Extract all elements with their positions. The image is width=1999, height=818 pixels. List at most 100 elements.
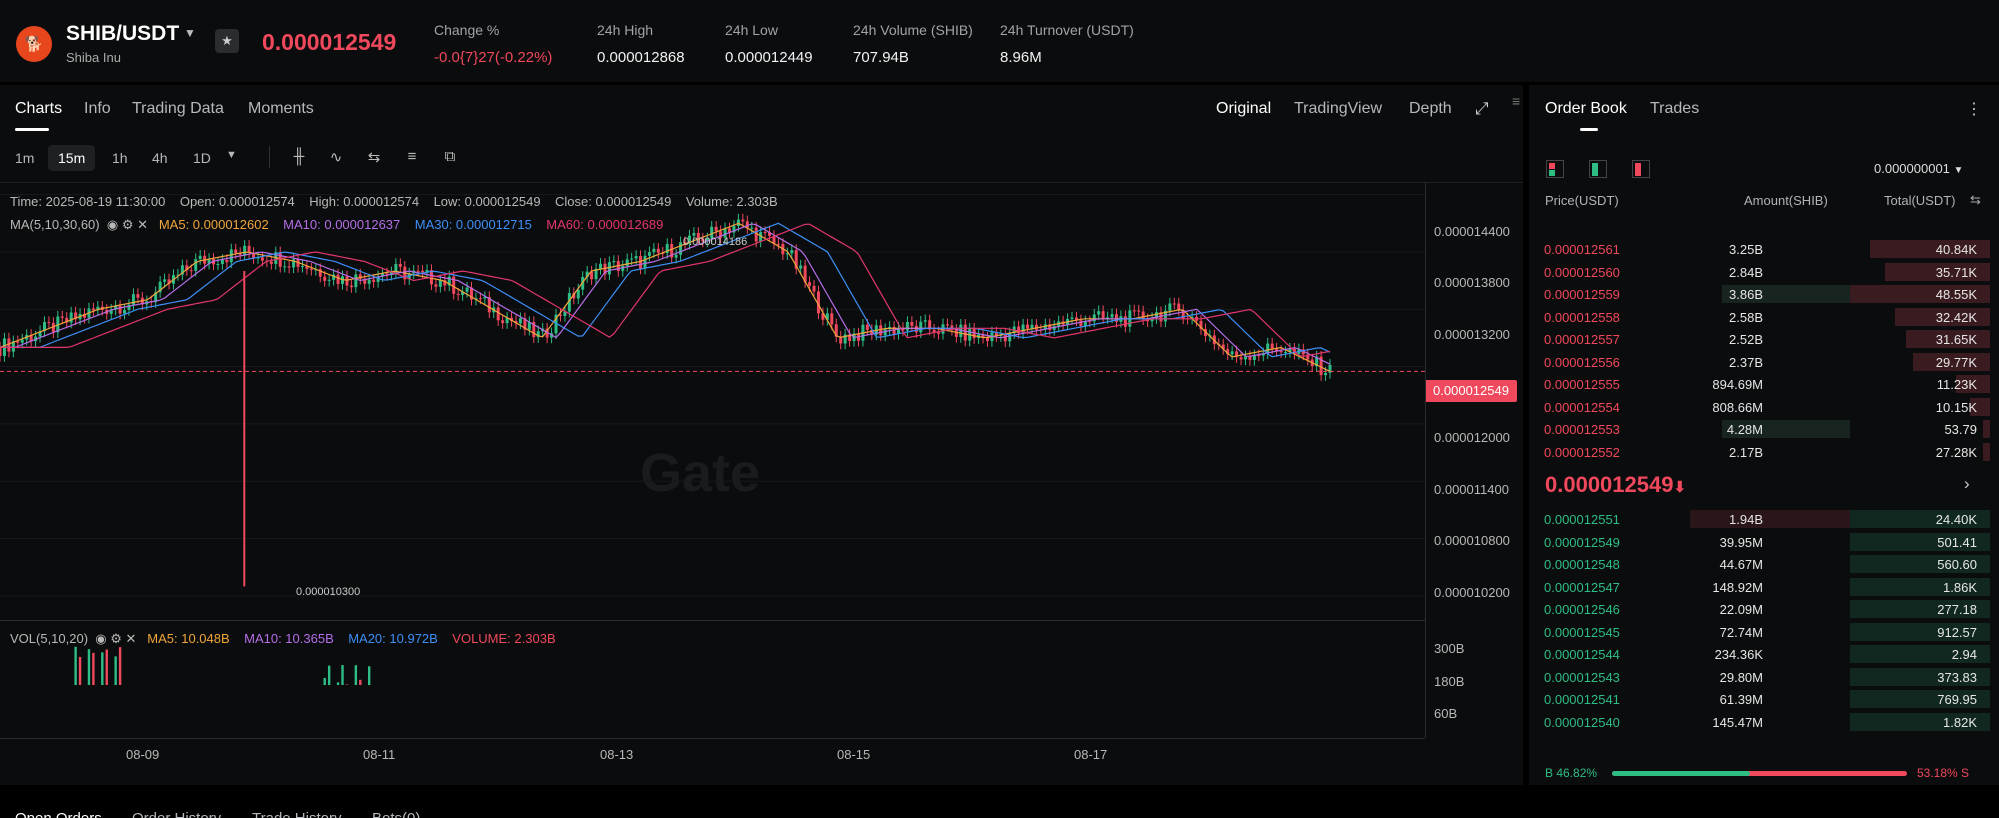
drawing-tool-icon[interactable]: ≡ [407,148,417,165]
depth-bar [1850,690,1990,708]
tab-order-history[interactable]: Order History [132,810,221,818]
candle-body [905,321,909,331]
close-icon[interactable]: ✕ [137,217,148,232]
candlestick-icon[interactable]: ╫ [293,148,305,165]
tab-open-orders[interactable]: Open Orders [15,810,102,818]
precision-select[interactable]: 0.000000001 ▼ [1874,161,1963,176]
price-chart[interactable] [0,185,1430,685]
candle-body [741,219,745,222]
interval-15m[interactable]: 15m [48,145,96,171]
star-icon[interactable]: ★ [215,29,239,53]
candle-body [29,334,33,342]
candle-body [381,273,385,277]
active-tab-indicator [1580,128,1598,131]
candle-body [812,285,816,292]
bid-price: 0.000012541 [1544,692,1620,707]
ask-row[interactable]: 0.000012555 894.69M 11.23K [1529,373,1990,395]
tab-trades[interactable]: Trades [1650,100,1700,117]
bid-row[interactable]: 0.000012543 29.80M 373.83 [1529,666,1990,688]
vol-tick: 60B [1434,706,1458,721]
bid-amount: 39.95M [1719,534,1763,550]
panel-handle-icon[interactable]: ≡ [1512,93,1521,109]
x-axis-line [0,738,1425,739]
candle-body [843,334,847,344]
eye-icon[interactable]: ◉ [106,217,119,232]
interval-dropdown-icon[interactable]: ▼ [226,149,237,161]
candle-body [914,325,918,333]
bid-price: 0.000012548 [1544,557,1620,572]
view-depth[interactable]: Depth [1409,100,1452,117]
tab-trading-data[interactable]: Trading Data [132,100,224,117]
vol-current: VOLUME: 2.303B [452,631,556,646]
bid-row[interactable]: 0.000012551 1.94B 24.40K [1529,508,1990,530]
ask-row[interactable]: 0.000012561 3.25B 40.84K [1529,238,1990,260]
ask-row[interactable]: 0.000012560 2.84B 35.71K [1529,261,1990,283]
tab-trade-history[interactable]: Trade History [252,810,341,818]
candle-body [963,324,967,341]
indicator-icon[interactable]: ∿ [329,149,343,166]
candle-body [999,334,1003,337]
bid-row[interactable]: 0.000012547 148.92M 1.86K [1529,576,1990,598]
bid-row[interactable]: 0.000012546 22.09M 277.18 [1529,598,1990,620]
candle-body [1070,317,1074,320]
candle-body [1324,372,1328,376]
bid-row[interactable]: 0.000012544 234.36K 2.94 [1529,643,1990,665]
interval-1h[interactable]: 1h [112,150,128,166]
candle-body [679,242,683,255]
candle-body [1230,351,1234,355]
view-bids-icon[interactable] [1589,160,1607,178]
tab-charts[interactable]: Charts [15,100,63,117]
settings-icon[interactable]: ⚙ [121,217,134,232]
eye-icon[interactable]: ◉ [95,631,107,646]
stat-24h-high: 24h High 0.000012868 [597,22,685,66]
vol-ma5: MA5: 10.048B [147,631,230,646]
ask-row[interactable]: 0.000012553 4.28M 53.79 [1529,418,1990,440]
tab-bots[interactable]: Bots(0) [372,810,420,818]
bid-row[interactable]: 0.000012548 44.67M 560.60 [1529,553,1990,575]
ask-row[interactable]: 0.000012557 2.52B 31.65K [1529,328,1990,350]
caret-down-icon[interactable]: ▼ [184,26,196,40]
bid-amount: 22.09M [1719,602,1763,617]
fullscreen-icon[interactable]: ⤢ [1475,99,1489,118]
y-tick: 0.000013800 [1434,275,1510,290]
settings-icon[interactable]: ⚙ [110,631,122,646]
candle-body [879,325,883,336]
ask-price: 0.000012561 [1544,242,1620,257]
bid-total: 24.40K [1935,512,1977,527]
bid-row[interactable]: 0.000012549 39.95M 501.41 [1529,531,1990,553]
sort-toggle-icon[interactable]: ⇆ [1970,192,1981,207]
tab-order-book[interactable]: Order Book [1545,100,1627,117]
candle-body [118,305,122,314]
pair-selector[interactable]: SHIB/USDT [66,22,180,45]
bid-row[interactable]: 0.000012541 61.39M 769.95 [1529,688,1990,710]
ask-row[interactable]: 0.000012552 2.17B 27.28K [1529,441,1990,463]
candle-body [848,334,852,342]
bid-row[interactable]: 0.000012545 72.74M 912.57 [1529,621,1990,643]
view-asks-icon[interactable] [1632,160,1650,178]
volume-bar [105,649,108,685]
settings-sliders-icon[interactable]: ⇆ [367,149,381,166]
interval-1m[interactable]: 1m [15,150,35,166]
view-original[interactable]: Original [1216,100,1272,117]
ask-row[interactable]: 0.000012556 2.37B 29.77K [1529,351,1990,373]
layout-icon[interactable]: ⧉ [444,148,456,165]
close-icon[interactable]: ✕ [125,631,137,646]
more-icon[interactable]: ⋮ [1966,101,1982,118]
chevron-right-icon[interactable]: › [1964,474,1970,493]
tab-moments[interactable]: Moments [248,100,314,117]
candle-body [776,243,780,245]
candle-body [1114,314,1118,322]
ask-row[interactable]: 0.000012558 2.58B 32.42K [1529,306,1990,328]
bid-total: 2.94 [1951,647,1977,662]
interval-4h[interactable]: 4h [152,150,168,166]
interval-1d[interactable]: 1D [193,150,211,166]
ask-row[interactable]: 0.000012554 808.66M 10.15K [1529,396,1990,418]
depth-bar [1956,375,1990,393]
view-tradingview[interactable]: TradingView [1294,100,1383,117]
bid-row[interactable]: 0.000012540 145.47M 1.82K [1529,711,1990,733]
tab-info[interactable]: Info [84,100,111,117]
ask-row[interactable]: 0.000012559 3.86B 48.55K [1529,283,1990,305]
candle-body [283,266,287,268]
candle-body [407,273,411,280]
view-both-icon[interactable] [1546,160,1564,178]
